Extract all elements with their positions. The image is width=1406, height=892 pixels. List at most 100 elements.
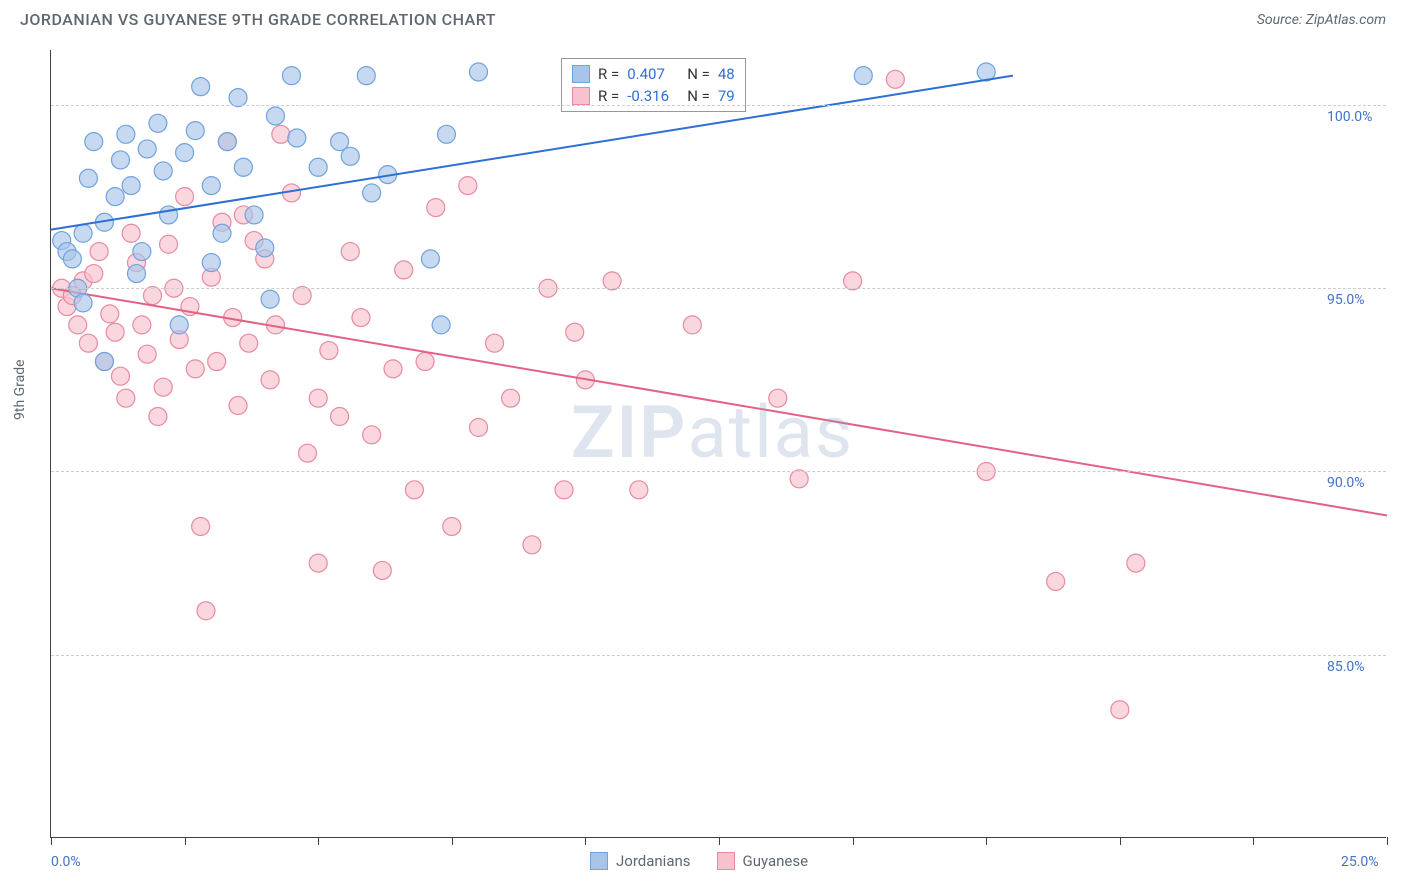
data-point — [523, 536, 541, 554]
x-tick — [853, 837, 854, 845]
data-point — [261, 290, 279, 308]
legend-swatch-jordanians — [590, 852, 608, 870]
data-point — [341, 147, 359, 165]
r-value-jordanians: 0.407 — [627, 65, 679, 83]
data-point — [122, 224, 140, 242]
data-point — [117, 389, 135, 407]
gridline — [51, 655, 1386, 656]
data-point — [160, 235, 178, 253]
plot-area: ZIPatlas R = 0.407 N = 48 R = -0.316 N =… — [50, 50, 1386, 838]
data-point — [309, 554, 327, 572]
legend-item-jordanians: Jordanians — [590, 852, 691, 870]
data-point — [101, 305, 119, 323]
x-tick — [185, 837, 186, 845]
stats-row-jordanians: R = 0.407 N = 48 — [572, 63, 735, 85]
data-point — [176, 188, 194, 206]
data-point — [186, 360, 204, 378]
data-point — [192, 517, 210, 535]
data-point — [886, 70, 904, 88]
data-point — [459, 177, 477, 195]
x-tick — [1387, 837, 1388, 845]
data-point — [256, 239, 274, 257]
data-point — [79, 334, 97, 352]
data-point — [405, 481, 423, 499]
legend-label-guyanese: Guyanese — [743, 852, 809, 870]
data-point — [138, 140, 156, 158]
chart-title: JORDANIAN VS GUYANESE 9TH GRADE CORRELAT… — [20, 10, 496, 29]
data-point — [160, 206, 178, 224]
data-point — [111, 151, 129, 169]
data-point — [176, 144, 194, 162]
data-point — [416, 353, 434, 371]
data-point — [245, 206, 263, 224]
scatter-svg — [51, 50, 1386, 837]
data-point — [74, 224, 92, 242]
data-point — [566, 323, 584, 341]
data-point — [74, 294, 92, 312]
data-point — [266, 107, 284, 125]
data-point — [197, 602, 215, 620]
data-point — [630, 481, 648, 499]
data-point — [352, 309, 370, 327]
data-point — [320, 342, 338, 360]
data-point — [443, 517, 461, 535]
x-tick — [585, 837, 586, 845]
data-point — [769, 389, 787, 407]
data-point — [229, 89, 247, 107]
data-point — [95, 353, 113, 371]
regression-line — [51, 76, 1013, 230]
data-point — [603, 272, 621, 290]
x-tick — [318, 837, 319, 845]
data-point — [299, 444, 317, 462]
y-tick-label: 90.0% — [1327, 475, 1365, 491]
data-point — [79, 169, 97, 187]
data-point — [106, 188, 124, 206]
legend-item-guyanese: Guyanese — [717, 852, 809, 870]
gridline — [51, 471, 1386, 472]
data-point — [309, 389, 327, 407]
data-point — [202, 254, 220, 272]
data-point — [63, 250, 81, 268]
gridline — [51, 288, 1386, 289]
data-point — [1047, 572, 1065, 590]
data-point — [133, 243, 151, 261]
data-point — [202, 177, 220, 195]
y-tick-label: 95.0% — [1327, 292, 1365, 308]
y-axis-label: 9th Grade — [12, 359, 28, 420]
data-point — [117, 125, 135, 143]
stats-legend: R = 0.407 N = 48 R = -0.316 N = 79 — [561, 58, 746, 112]
data-point — [427, 199, 445, 217]
data-point — [421, 250, 439, 268]
data-point — [261, 371, 279, 389]
data-point — [502, 389, 520, 407]
data-point — [683, 316, 701, 334]
data-point — [111, 367, 129, 385]
data-point — [90, 243, 108, 261]
data-point — [341, 243, 359, 261]
header: JORDANIAN VS GUYANESE 9TH GRADE CORRELAT… — [0, 0, 1406, 35]
data-point — [384, 360, 402, 378]
x-max-label: 25.0% — [1341, 854, 1379, 870]
data-point — [1111, 701, 1129, 719]
data-point — [69, 316, 87, 334]
data-point — [854, 67, 872, 85]
data-point — [357, 67, 375, 85]
n-value-guyanese: 79 — [718, 87, 735, 105]
series-legend: Jordanians Guyanese — [590, 852, 808, 870]
x-tick — [986, 837, 987, 845]
data-point — [470, 419, 488, 437]
data-point — [309, 158, 327, 176]
x-min-label: 0.0% — [51, 854, 81, 870]
data-point — [85, 265, 103, 283]
data-point — [186, 122, 204, 140]
data-point — [213, 224, 231, 242]
data-point — [486, 334, 504, 352]
swatch-guyanese — [572, 87, 590, 105]
stats-row-guyanese: R = -0.316 N = 79 — [572, 85, 735, 107]
x-tick — [1253, 837, 1254, 845]
data-point — [432, 316, 450, 334]
data-point — [234, 158, 252, 176]
data-point — [154, 162, 172, 180]
data-point — [331, 408, 349, 426]
legend-swatch-guyanese — [717, 852, 735, 870]
